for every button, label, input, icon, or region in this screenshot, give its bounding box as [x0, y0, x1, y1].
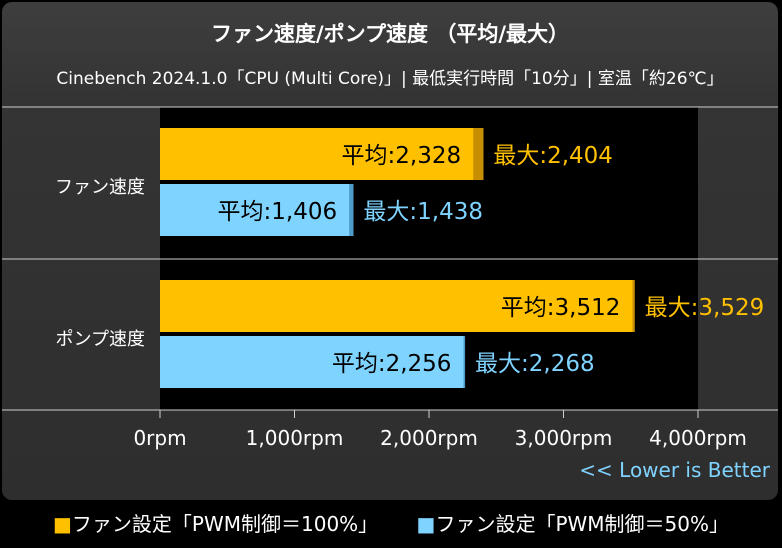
- bar-average-1-1: [160, 336, 464, 388]
- bar-max-label-0-1: 最大:1,438: [363, 199, 483, 225]
- bar-max-label-1-1: 最大:2,268: [475, 351, 595, 377]
- bar-max-segment-1-0: [632, 280, 635, 332]
- legend-label-pwm50: ファン設定「PWM制御＝50%」: [435, 512, 729, 536]
- bar-average-0-1: [160, 184, 350, 236]
- x-tick-label-1: 1,000rpm: [246, 426, 344, 450]
- x-tick-label-2: 2,000rpm: [380, 426, 478, 450]
- bar-average-label-1-0: 平均:3,512: [501, 295, 621, 321]
- bar-max-label-1-0: 最大:3,529: [645, 295, 765, 321]
- bar-max-segment-0-1: [349, 184, 354, 236]
- bar-max-segment-1-1: [463, 336, 466, 388]
- bar-average-0-0: [160, 128, 474, 180]
- bar-max-label-0-0: 最大:2,404: [493, 143, 613, 169]
- x-tick-label-3: 3,000rpm: [515, 426, 613, 450]
- bar-average-1-0: [160, 280, 633, 332]
- category-label-1: ポンプ速度: [56, 329, 145, 350]
- x-tick-label-0: 0rpm: [133, 426, 186, 450]
- bar-average-label-1-1: 平均:2,256: [332, 351, 452, 377]
- bar-chart: 0rpm 1,000rpm 2,000rpm 3,000rpm 4,000rpm << L…: [2, 106, 778, 482]
- legend-item-pwm50: ■ファン設定「PWM制御＝50%」: [417, 512, 729, 536]
- lower-is-better-note: << Lower is Better: [579, 458, 770, 482]
- legend-item-pwm100: ■ファン設定「PWM制御＝100%」: [53, 512, 378, 536]
- bar-average-label-0-0: 平均:2,328: [342, 143, 462, 169]
- chart-title: ファン速度/ポンプ速度 （平均/最大）: [210, 22, 570, 46]
- bar-max-segment-0-0: [473, 128, 484, 180]
- category-label-0: ファン速度: [55, 177, 145, 198]
- legend-swatch-pwm50: ■: [416, 512, 436, 536]
- legend-label-pwm100: ファン設定「PWM制御＝100%」: [71, 512, 379, 536]
- bar-average-label-0-1: 平均:1,406: [218, 199, 338, 225]
- chart-subtitle: Cinebench 2024.1.0「CPU (Multi Core)」| 最低…: [56, 69, 724, 89]
- chart-legend: ■ファン設定「PWM制御＝100%」 ■ファン設定「PWM制御＝50%」: [0, 508, 782, 537]
- legend-swatch-pwm100: ■: [53, 512, 72, 536]
- x-tick-label-4: 4,000rpm: [649, 426, 747, 450]
